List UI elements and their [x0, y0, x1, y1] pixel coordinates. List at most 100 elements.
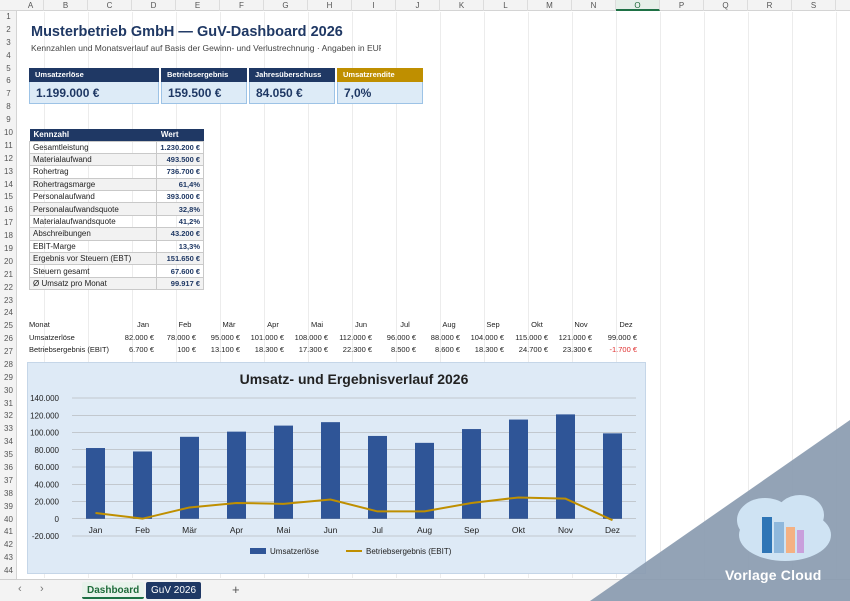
month-cell[interactable]: 13.100 € [210, 345, 240, 354]
row-header-2[interactable]: 2 [6, 24, 11, 34]
tab-dashboard[interactable]: Dashboard [82, 582, 145, 599]
row-label[interactable]: Umsatzerlöse [29, 333, 75, 342]
row-header-20[interactable]: 20 [4, 256, 13, 266]
kennzahl-label[interactable]: Steuern gesamt [28, 264, 158, 278]
row-header-12[interactable]: 12 [4, 153, 13, 163]
month-cell[interactable]: Dez [619, 320, 633, 329]
row-header-28[interactable]: 28 [4, 359, 13, 369]
table-header-kennzahl[interactable]: Kennzahl [29, 129, 157, 141]
column-header-f[interactable]: F [220, 0, 264, 11]
column-header-m[interactable]: M [528, 0, 572, 11]
month-cell[interactable]: -1.700 € [609, 345, 637, 354]
kennzahl-label[interactable]: Rohertragsmarge [28, 177, 158, 192]
row-header-6[interactable]: 6 [6, 76, 11, 86]
month-cell[interactable]: Jun [354, 320, 368, 329]
kennzahl-label[interactable]: Materialaufwandsquote [28, 214, 158, 229]
kennzahl-value[interactable]: 61,4% [156, 177, 204, 192]
kennzahl-value[interactable]: 393.000 € [156, 190, 204, 204]
row-header-39[interactable]: 39 [4, 501, 13, 511]
column-header-p[interactable]: P [660, 0, 704, 11]
month-cell[interactable]: 101.000 € [250, 333, 284, 342]
kennzahl-label[interactable]: EBIT-Marge [28, 239, 158, 254]
kpi-value-revenue[interactable]: 1.199.000 € [29, 82, 159, 104]
row-header-38[interactable]: 38 [4, 488, 13, 498]
row-header-1[interactable]: 1 [6, 12, 11, 21]
row-header-31[interactable]: 31 [4, 398, 13, 408]
kennzahl-label[interactable]: Ergebnis vor Steuern (EBT) [28, 251, 158, 266]
month-cell[interactable]: 23.300 € [562, 345, 592, 354]
row-header-13[interactable]: 13 [4, 166, 13, 176]
kennzahl-label[interactable]: Gesamtleistung [28, 140, 158, 154]
row-header-3[interactable]: 3 [6, 37, 11, 47]
row-header-16[interactable]: 16 [4, 205, 13, 215]
row-header-10[interactable]: 10 [4, 127, 13, 137]
row-header-5[interactable]: 5 [6, 63, 11, 73]
row-label[interactable]: Monat [29, 320, 50, 329]
row-header-22[interactable]: 22 [4, 282, 13, 292]
row-header-26[interactable]: 26 [4, 334, 13, 344]
row-header-23[interactable]: 23 [4, 295, 13, 305]
column-header-n[interactable]: N [572, 0, 616, 11]
column-header-j[interactable]: J [396, 0, 440, 11]
column-header-s[interactable]: S [792, 0, 836, 11]
month-cell[interactable]: 99.000 € [607, 333, 637, 342]
kennzahl-value[interactable]: 41,2% [156, 214, 204, 229]
row-header-17[interactable]: 17 [4, 218, 13, 228]
kennzahl-value[interactable]: 493.500 € [156, 152, 204, 167]
row-header-43[interactable]: 43 [4, 553, 13, 563]
kennzahl-label[interactable]: Rohertrag [28, 165, 158, 179]
month-cell[interactable]: Feb [178, 320, 192, 329]
kennzahl-value[interactable]: 736.700 € [156, 165, 204, 179]
row-label[interactable]: Betriebsergebnis (EBIT) [29, 345, 110, 354]
row-header-25[interactable]: 25 [4, 321, 13, 331]
kennzahl-value[interactable]: 32,8% [156, 202, 204, 216]
row-header-30[interactable]: 30 [4, 385, 13, 395]
row-header-8[interactable]: 8 [6, 102, 11, 112]
month-cell[interactable]: 115.000 € [515, 333, 548, 342]
kennzahl-value[interactable]: 13,3% [156, 239, 204, 254]
row-header-11[interactable]: 11 [4, 140, 13, 150]
row-header-40[interactable]: 40 [4, 514, 13, 524]
row-header-18[interactable]: 18 [4, 231, 13, 241]
row-header-34[interactable]: 34 [4, 437, 13, 447]
row-header-19[interactable]: 19 [4, 243, 13, 253]
column-header-b[interactable]: B [44, 0, 88, 11]
row-header-32[interactable]: 32 [4, 411, 13, 421]
month-cell[interactable]: 108.000 € [294, 333, 328, 342]
column-header-o[interactable]: O [616, 0, 660, 11]
row-header-44[interactable]: 44 [4, 566, 13, 576]
chevron-right-icon[interactable]: › [40, 583, 44, 595]
month-cell[interactable]: 95.000 € [210, 333, 240, 342]
month-cell[interactable]: Jan [136, 320, 150, 329]
month-cell[interactable]: 18.300 € [474, 345, 504, 354]
row-header-36[interactable]: 36 [4, 463, 13, 473]
chevron-left-icon[interactable]: ‹ [18, 583, 22, 595]
column-header-r[interactable]: R [748, 0, 792, 11]
month-cell[interactable]: 121.000 € [558, 333, 592, 342]
kennzahl-label[interactable]: Personalaufwand [28, 190, 158, 204]
row-header-42[interactable]: 42 [4, 540, 13, 550]
month-cell[interactable]: Okt [531, 320, 543, 329]
month-cell[interactable]: 17.300 € [298, 345, 328, 354]
kennzahl-value[interactable]: 43.200 € [156, 227, 204, 241]
tab-guv-2026[interactable]: GuV 2026 [146, 582, 202, 599]
row-header-33[interactable]: 33 [4, 424, 13, 434]
month-cell[interactable]: 78.000 € [166, 333, 196, 342]
column-header-c[interactable]: C [88, 0, 132, 11]
month-cell[interactable]: 104.000 € [470, 333, 504, 342]
column-header-q[interactable]: Q [704, 0, 748, 11]
column-header-l[interactable]: L [484, 0, 528, 11]
month-cell[interactable]: 18.300 € [254, 345, 284, 354]
revenue-ebit-chart[interactable]: Umsatz- und Ergebnisverlauf 2026 -20.000 0… [27, 362, 646, 574]
row-header-27[interactable]: 27 [4, 347, 13, 357]
row-header-4[interactable]: 4 [6, 50, 11, 60]
row-header-9[interactable]: 9 [6, 115, 11, 125]
month-cell[interactable]: Jul [400, 320, 410, 329]
column-header-a[interactable]: A [18, 0, 44, 11]
month-cell[interactable]: 82.000 € [124, 333, 154, 342]
kennzahl-label[interactable]: Materialaufwand [28, 152, 158, 167]
kpi-value-margin[interactable]: 7,0% [337, 82, 423, 104]
column-header-k[interactable]: K [440, 0, 484, 11]
column-header-e[interactable]: E [176, 0, 220, 11]
month-cell[interactable]: Aug [442, 320, 456, 329]
